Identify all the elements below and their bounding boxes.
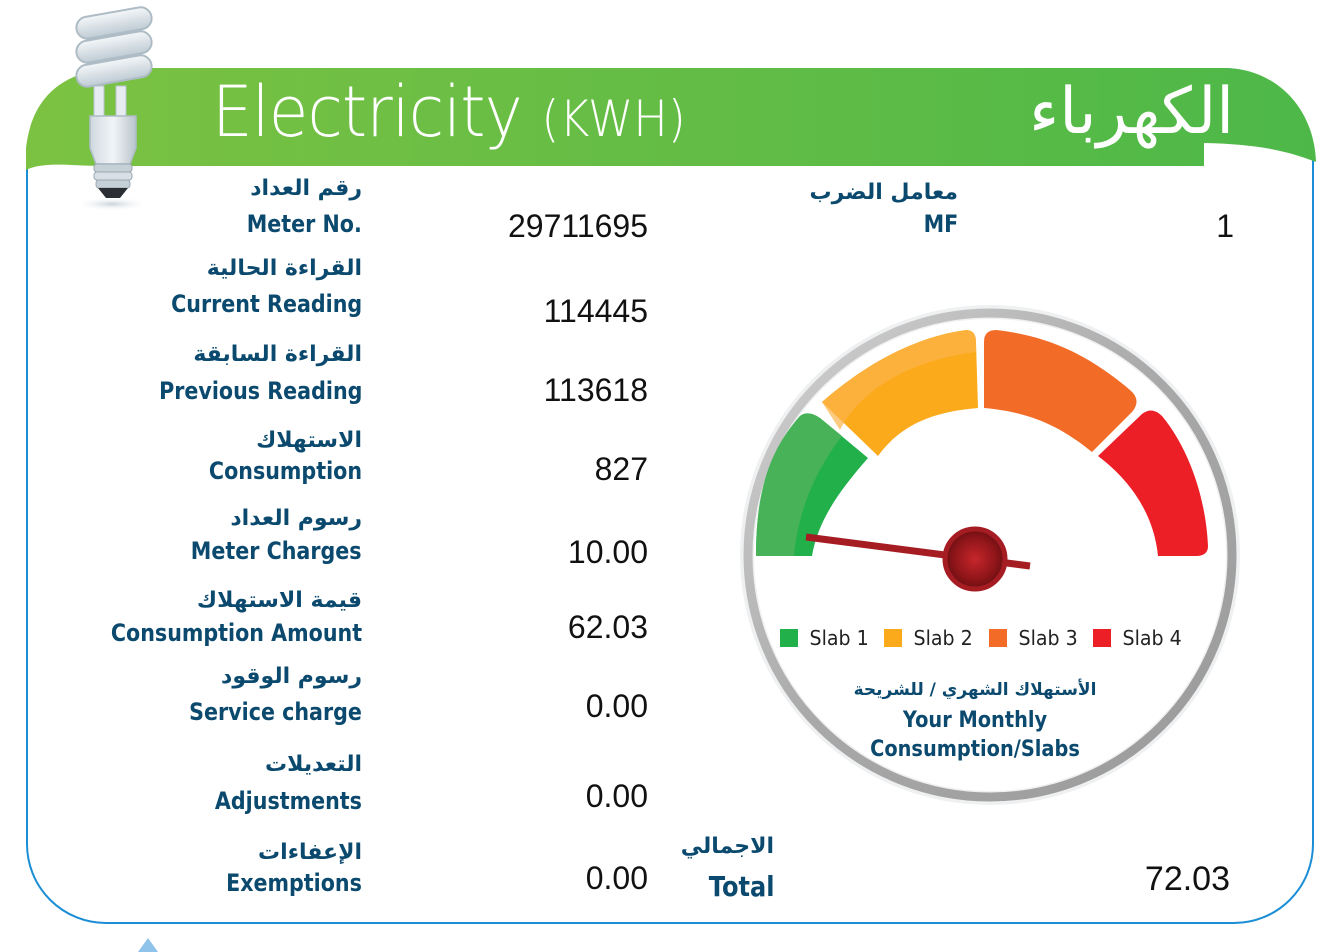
mf-label-ar: معامل الضرب [809, 180, 959, 205]
legend-slab-4: Slab 4 [1092, 626, 1183, 650]
total-label-en: Total [708, 870, 774, 903]
field-exemptions: الإعفاءات Exemptions [100, 838, 362, 908]
field-value-service-charge: 0.00 [585, 688, 648, 724]
field-label-en: Meter No. [246, 210, 362, 238]
title-unit: (KWH) [541, 90, 686, 148]
field-label-ar: القراءة السابقة [193, 342, 362, 367]
field-label-en: Consumption Amount [110, 619, 362, 647]
slab-4-arc [1098, 410, 1208, 556]
gauge-hub [942, 526, 1008, 592]
field-label-ar: التعديلات [265, 752, 362, 777]
field-label-ar: رسوم العداد [230, 506, 362, 531]
consumption-gauge [740, 305, 1240, 805]
gauge-caption-ar: الأستهلاك الشهري / للشريحة [853, 680, 1097, 700]
field-label-en: Consumption [208, 457, 362, 485]
field-value-exemptions: 0.00 [585, 860, 648, 896]
mf-value: 1 [1216, 208, 1234, 244]
slab-3-arc [984, 330, 1137, 452]
legend-label: Slab 2 [913, 626, 974, 650]
field-label-ar: الإعفاءات [258, 840, 362, 865]
field-label-ar: الاستهلاك [256, 428, 362, 453]
field-label-ar: رسوم الوقود [221, 664, 362, 689]
field-previous-reading: القراءة السابقة Previous Reading [100, 340, 362, 410]
legend-swatch-yellow [884, 629, 903, 647]
slab-2-arc [822, 330, 978, 456]
arrow-up-icon [138, 938, 158, 952]
field-value-previous-reading: 113618 [543, 372, 648, 408]
legend-swatch-red [1092, 629, 1111, 647]
legend-slab-2: Slab 2 [884, 626, 974, 650]
gauge-caption-en-1: Your Monthly [902, 708, 1048, 733]
legend-swatch-green [780, 629, 798, 647]
field-label-ar: رقم العداد [250, 176, 362, 201]
field-value-consumption-amount: 62.03 [567, 609, 648, 645]
field-service-charge: رسوم الوقود Service charge [100, 662, 362, 732]
field-consumption-amount: قيمة الاستهلاك Consumption Amount [90, 586, 362, 656]
field-total: الاجمالي Total [600, 832, 774, 912]
mf-label-en: MF [923, 210, 958, 238]
field-label-en: Adjustments [214, 787, 362, 815]
gauge-caption-en-2: Consumption/Slabs [870, 737, 1080, 762]
legend-slab-1: Slab 1 [780, 626, 870, 650]
legend-label: Slab 4 [1122, 626, 1182, 650]
field-mf: معامل الضرب MF [700, 178, 959, 248]
legend-label: Slab 1 [809, 626, 869, 650]
gauge-legend: Slab 1 Slab 2 Slab 3 Slab 4 [780, 626, 1197, 650]
total-label-ar: الاجمالي [680, 834, 774, 859]
total-value: 72.03 [1144, 860, 1230, 898]
field-label-en: Previous Reading [158, 377, 362, 405]
field-value-meter-charges: 10.00 [567, 534, 648, 570]
title-electricity: Electricity [212, 71, 523, 153]
legend-label: Slab 3 [1018, 626, 1078, 650]
field-value-adjustments: 0.00 [585, 778, 648, 814]
header-band [26, 68, 1316, 170]
field-label-en: Meter Charges [191, 537, 362, 565]
field-value-current-reading: 114445 [543, 293, 648, 329]
field-adjustments: التعديلات Adjustments [100, 750, 362, 820]
field-label-ar: القراءة الحالية [206, 256, 362, 281]
field-label-en: Current Reading [170, 290, 362, 318]
light-bulb-icon [74, 6, 153, 211]
field-meter-no: رقم العداد Meter No. [100, 174, 362, 244]
field-label-en: Service charge [189, 698, 362, 726]
field-current-reading: القراءة الحالية Current Reading [100, 254, 362, 324]
field-value-consumption: 827 [594, 451, 648, 487]
field-meter-charges: رسوم العداد Meter Charges [100, 504, 362, 574]
title-arabic: الكهرباء [1029, 75, 1234, 149]
field-value-meter-no: 29711695 [508, 208, 648, 244]
legend-swatch-orange [988, 629, 1007, 647]
field-label-ar: قيمة الاستهلاك [196, 588, 362, 613]
legend-slab-3: Slab 3 [988, 626, 1079, 650]
field-consumption: الاستهلاك Consumption [100, 426, 362, 496]
field-label-en: Exemptions [226, 869, 362, 897]
title-english: Electricity (KWH) [212, 72, 686, 159]
